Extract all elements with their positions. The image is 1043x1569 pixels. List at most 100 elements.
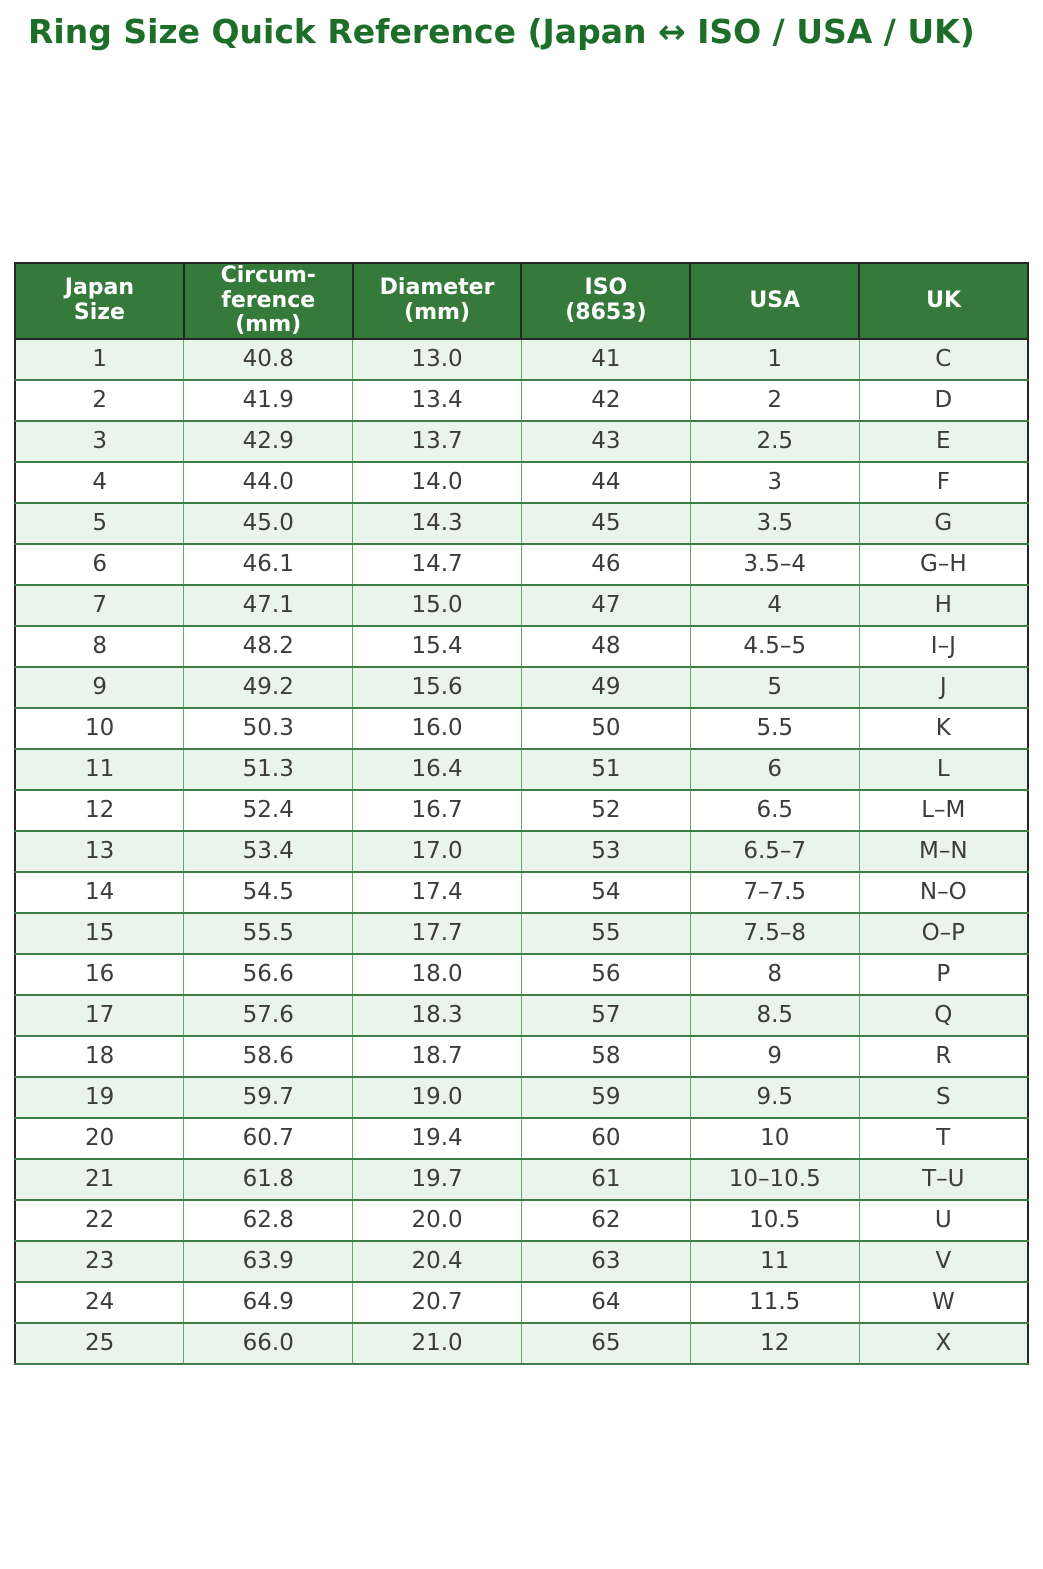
table-cell-circumference-mm: 44.0 [183, 460, 354, 504]
table-cell-circumference-mm: 51.3 [183, 747, 354, 791]
table-cell-uk: C [858, 337, 1029, 381]
table-cell-iso-8653: 62 [520, 1198, 691, 1242]
table-cell-japan-size: 12 [14, 788, 185, 832]
table-cell-iso-8653: 48 [520, 624, 691, 668]
table-cell-diameter-mm: 14.3 [352, 501, 522, 545]
table-cell-iso-8653: 42 [520, 378, 691, 422]
table-cell-iso-8653: 65 [520, 1321, 691, 1365]
table-cell-uk: R [858, 1034, 1029, 1078]
table-cell-uk: P [858, 952, 1029, 996]
table-cell-iso-8653: 44 [520, 460, 691, 504]
column-header-japan-size: Japan Size [14, 262, 185, 340]
table-cell-uk: G [858, 501, 1029, 545]
table-cell-japan-size: 7 [14, 583, 185, 627]
table-row: 20 60.7 19.4 60 10 T [14, 1116, 1029, 1160]
table-cell-diameter-mm: 15.0 [352, 583, 522, 627]
table-cell-japan-size: 1 [14, 337, 185, 381]
table-cell-uk: D [858, 378, 1029, 422]
table-cell-circumference-mm: 41.9 [183, 378, 354, 422]
table-cell-usa: 12 [689, 1321, 860, 1365]
table-body: 1 40.8 13.0 41 1 C 2 41.9 13.4 42 2 D 3 42.9 13.7 43 2.5… [14, 337, 1029, 1365]
table-cell-diameter-mm: 16.4 [352, 747, 522, 791]
table-cell-uk: S [858, 1075, 1029, 1119]
table-row: 6 46.1 14.7 46 3.5–4 G–H [14, 542, 1029, 586]
table-cell-iso-8653: 53 [520, 829, 691, 873]
table-cell-uk: J [858, 665, 1029, 709]
table-cell-diameter-mm: 20.4 [352, 1239, 522, 1283]
table-cell-usa: 11 [689, 1239, 860, 1283]
table-cell-circumference-mm: 63.9 [183, 1239, 354, 1283]
table-cell-iso-8653: 49 [520, 665, 691, 709]
table-cell-usa: 8 [689, 952, 860, 996]
table-cell-usa: 8.5 [689, 993, 860, 1037]
table-cell-circumference-mm: 64.9 [183, 1280, 354, 1324]
table-row: 23 63.9 20.4 63 11 V [14, 1239, 1029, 1283]
table-cell-diameter-mm: 21.0 [352, 1321, 522, 1365]
table-row: 5 45.0 14.3 45 3.5 G [14, 501, 1029, 545]
table-cell-iso-8653: 59 [520, 1075, 691, 1119]
table-cell-usa: 7.5–8 [689, 911, 860, 955]
table-cell-usa: 2.5 [689, 419, 860, 463]
table-row: 17 57.6 18.3 57 8.5 Q [14, 993, 1029, 1037]
table-cell-diameter-mm: 16.7 [352, 788, 522, 832]
table-cell-circumference-mm: 54.5 [183, 870, 354, 914]
table-cell-usa: 3 [689, 460, 860, 504]
table-cell-uk: F [858, 460, 1029, 504]
table-cell-japan-size: 19 [14, 1075, 185, 1119]
table-cell-usa: 5.5 [689, 706, 860, 750]
table-cell-japan-size: 13 [14, 829, 185, 873]
table-cell-circumference-mm: 40.8 [183, 337, 354, 381]
table-row: 12 52.4 16.7 52 6.5 L–M [14, 788, 1029, 832]
table-cell-usa: 10–10.5 [689, 1157, 860, 1201]
table-cell-iso-8653: 41 [520, 337, 691, 381]
table-cell-uk: Q [858, 993, 1029, 1037]
table-cell-uk: G–H [858, 542, 1029, 586]
table-cell-uk: U [858, 1198, 1029, 1242]
table-cell-usa: 10 [689, 1116, 860, 1160]
table-cell-circumference-mm: 59.7 [183, 1075, 354, 1119]
table-cell-uk: H [858, 583, 1029, 627]
table-cell-circumference-mm: 62.8 [183, 1198, 354, 1242]
table-row: 14 54.5 17.4 54 7–7.5 N–O [14, 870, 1029, 914]
table-row: 24 64.9 20.7 64 11.5 W [14, 1280, 1029, 1324]
table-cell-diameter-mm: 18.3 [352, 993, 522, 1037]
table-row: 7 47.1 15.0 47 4 H [14, 583, 1029, 627]
table-row: 9 49.2 15.6 49 5 J [14, 665, 1029, 709]
table-cell-circumference-mm: 60.7 [183, 1116, 354, 1160]
table-cell-circumference-mm: 50.3 [183, 706, 354, 750]
table-cell-japan-size: 15 [14, 911, 185, 955]
table-cell-diameter-mm: 19.4 [352, 1116, 522, 1160]
table-cell-japan-size: 9 [14, 665, 185, 709]
table-cell-japan-size: 4 [14, 460, 185, 504]
table-cell-circumference-mm: 57.6 [183, 993, 354, 1037]
table-row: 8 48.2 15.4 48 4.5–5 I–J [14, 624, 1029, 668]
table-cell-usa: 6.5–7 [689, 829, 860, 873]
table-cell-iso-8653: 58 [520, 1034, 691, 1078]
table-cell-circumference-mm: 49.2 [183, 665, 354, 709]
table-cell-iso-8653: 50 [520, 706, 691, 750]
table-cell-japan-size: 6 [14, 542, 185, 586]
table-row: 3 42.9 13.7 43 2.5 E [14, 419, 1029, 463]
table-header: Japan Size Circum- ference (mm) Diameter… [14, 262, 1029, 340]
table-cell-iso-8653: 54 [520, 870, 691, 914]
table-cell-iso-8653: 55 [520, 911, 691, 955]
table-cell-diameter-mm: 17.0 [352, 829, 522, 873]
table-cell-iso-8653: 45 [520, 501, 691, 545]
table-cell-diameter-mm: 13.0 [352, 337, 522, 381]
table-cell-circumference-mm: 48.2 [183, 624, 354, 668]
table-cell-japan-size: 14 [14, 870, 185, 914]
table-cell-usa: 4.5–5 [689, 624, 860, 668]
column-header-circumference-mm: Circum- ference (mm) [182, 262, 354, 340]
table-cell-iso-8653: 46 [520, 542, 691, 586]
table-cell-japan-size: 10 [14, 706, 185, 750]
table-cell-japan-size: 16 [14, 952, 185, 996]
table-cell-diameter-mm: 13.7 [352, 419, 522, 463]
table-cell-circumference-mm: 42.9 [183, 419, 354, 463]
table-cell-usa: 1 [689, 337, 860, 381]
table-cell-circumference-mm: 61.8 [183, 1157, 354, 1201]
table-row: 4 44.0 14.0 44 3 F [14, 460, 1029, 504]
table-cell-diameter-mm: 15.4 [352, 624, 522, 668]
table-cell-usa: 9.5 [689, 1075, 860, 1119]
table-cell-japan-size: 3 [14, 419, 185, 463]
table-cell-japan-size: 5 [14, 501, 185, 545]
